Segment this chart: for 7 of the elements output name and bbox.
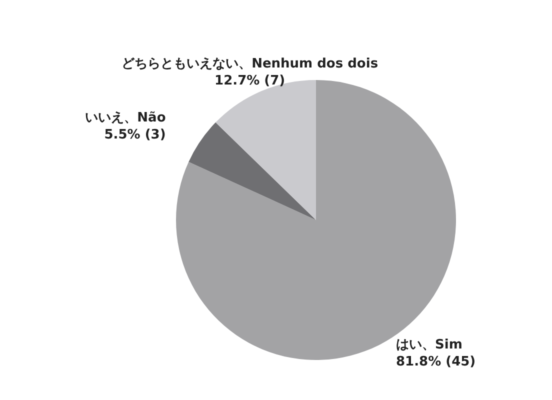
data-label: 81.8% (45) <box>396 354 476 370</box>
slice-label: はい、Sim <box>396 338 462 353</box>
data-label: 5.5% (3) <box>104 127 166 142</box>
slice-label: いいえ、Não <box>85 110 166 126</box>
data-label: 12.7% (7) <box>214 73 286 88</box>
slice-label: どちらともいえない、Nenhum dos dois <box>122 56 378 72</box>
pie-slice <box>188 122 316 220</box>
